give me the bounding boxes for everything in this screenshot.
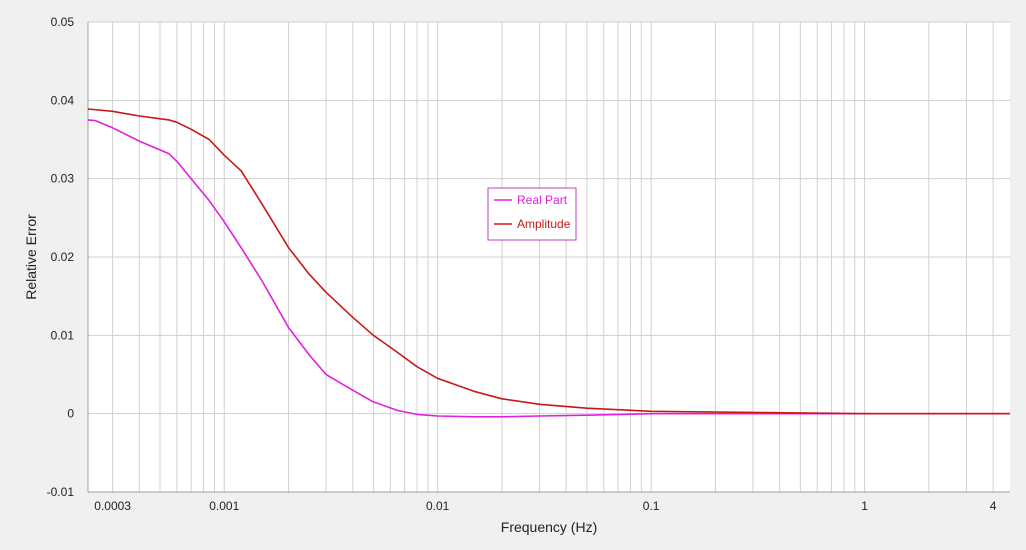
data-series: [87, 108, 1010, 418]
y-tick-label: 0.03: [51, 172, 75, 186]
x-tick-label: 1: [861, 499, 868, 513]
y-tick-label: 0: [67, 407, 74, 421]
legend: Real Part Amplitude: [487, 187, 577, 241]
axes: [87, 22, 1010, 493]
legend-box: [487, 187, 577, 241]
tick-labels: -0.01 0 0.01 0.02 0.03 0.04 0.05 0.0003 0.001 0.0…: [47, 15, 997, 513]
y-tick-label: 0.01: [51, 328, 75, 342]
y-axis-title: Relative Error: [23, 214, 39, 300]
y-tick-label: 0.04: [51, 93, 75, 107]
y-tick-label: 0.05: [51, 15, 75, 29]
x-tick-label: 0.1: [643, 499, 660, 513]
series-line-real-part: [87, 119, 1010, 418]
y-tick-label: 0.02: [51, 250, 75, 264]
x-tick-label: 0.01: [426, 499, 450, 513]
legend-label: Amplitude: [517, 217, 571, 231]
y-tick-label: -0.01: [47, 485, 75, 499]
x-tick-label: 0.001: [209, 499, 239, 513]
x-tick-label: 4: [990, 499, 997, 513]
series-line-amplitude: [87, 108, 1010, 415]
legend-label: Real Part: [517, 193, 568, 207]
x-axis-title: Frequency (Hz): [501, 519, 597, 535]
x-tick-label: 0.0003: [94, 499, 131, 513]
